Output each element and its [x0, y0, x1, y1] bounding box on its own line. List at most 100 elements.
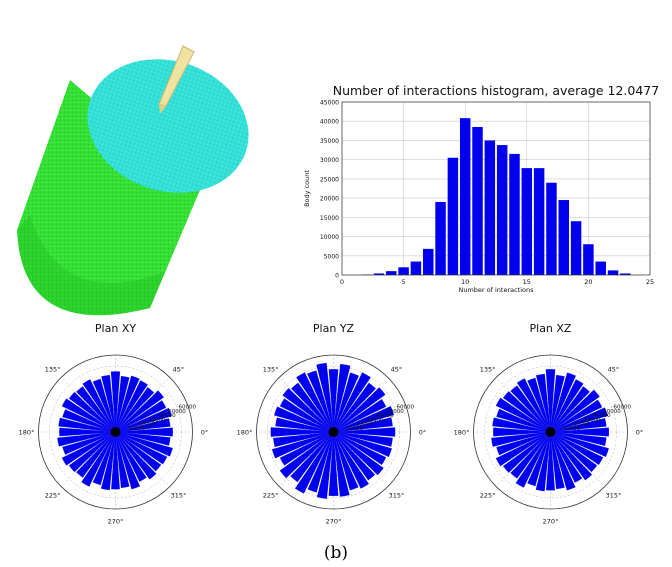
polar-bar [110, 371, 121, 433]
polar-bar [491, 431, 551, 447]
polar-bar [333, 431, 369, 489]
polar-bar [550, 431, 565, 490]
polar-bar [333, 431, 350, 497]
polar-bar [550, 431, 598, 473]
polar-radial-label: 10000 [563, 426, 581, 432]
polar-spoke [550, 377, 606, 433]
polar-angle-label: 225° [480, 491, 496, 499]
polar-bar [294, 431, 334, 494]
polar-bar [496, 408, 551, 433]
polar-bar [115, 387, 155, 433]
polar-title-yz: Plan YZ [313, 322, 355, 335]
polar-radial-label: 40000 [593, 413, 611, 419]
polar-bar [81, 431, 116, 487]
polar-bar [550, 386, 590, 433]
polar-angle-label: 180° [19, 429, 35, 437]
polar-bar [275, 417, 334, 433]
polar-angle-label: 270° [326, 518, 342, 526]
polar-chart-xz: Plan XZ 0° 45° 135° 180° 225° 270° 315° 10000200… [454, 322, 644, 526]
polar-bar [59, 427, 116, 437]
polar-bar [527, 377, 551, 433]
polar-bar [535, 431, 551, 492]
polar-bar [316, 362, 334, 433]
polar-bar [115, 431, 171, 446]
polar-bar [333, 431, 392, 457]
y-tick-label: 25000 [320, 176, 339, 183]
polar-bar [503, 431, 551, 473]
histogram-bar [484, 140, 496, 275]
polar-bar [333, 387, 386, 433]
polar-bar [333, 372, 359, 433]
polar-angle-label: 135° [263, 366, 279, 374]
polar-bar [493, 427, 551, 437]
polar-spoke [495, 377, 551, 433]
polar-frame [473, 354, 628, 510]
x-tick-label: 5 [402, 278, 406, 286]
polar-bar [496, 431, 551, 456]
polar-bar [550, 379, 584, 433]
polar-bar [111, 431, 120, 490]
histogram-bar [496, 145, 508, 275]
polar-bar [333, 431, 393, 447]
histogram-bar [459, 118, 471, 275]
polar-bar [546, 431, 555, 491]
polar-radial-label: 40000 [376, 413, 394, 419]
polar-radial-label: 50000 [603, 409, 621, 415]
polar-bar [282, 388, 334, 433]
y-tick-label: 45000 [320, 100, 339, 107]
polar-bar [550, 372, 576, 433]
polar-bar [516, 378, 551, 433]
x-tick-label: 15 [523, 278, 531, 286]
polar-radial-label: 10000 [346, 426, 364, 432]
polar-bar [550, 389, 600, 433]
polar-spoke [278, 431, 334, 487]
polar-bar [115, 431, 168, 465]
cylinder-illustration [17, 45, 249, 316]
polar-radial-label: 10000 [128, 426, 146, 432]
polar-spoke [333, 431, 389, 487]
polar-radial-label: 30000 [148, 417, 166, 423]
polar-bar [550, 431, 593, 481]
polar-bar [503, 391, 551, 433]
polar-bar [115, 400, 167, 433]
polar-bar [333, 363, 351, 433]
y-tick-label: 30000 [320, 157, 339, 164]
polar-bar [115, 418, 171, 433]
polar-bar [279, 431, 334, 466]
polar-bar [115, 431, 130, 488]
polar-bar [510, 385, 551, 433]
polar-angle-label: 225° [45, 491, 61, 499]
tool-probe [158, 45, 195, 114]
polar-angle-label: 0° [636, 429, 643, 437]
polar-radial-label: 50000 [386, 409, 404, 415]
polar-bar [550, 374, 565, 433]
polar-spoke [333, 377, 389, 433]
polar-center [328, 427, 339, 437]
polar-bar [61, 398, 116, 433]
x-tick-label: 20 [584, 278, 592, 286]
polar-spoke [495, 431, 551, 487]
polar-bar [101, 431, 116, 491]
polar-bar [333, 431, 359, 491]
polar-bar [92, 378, 116, 433]
histogram-bar [595, 261, 606, 275]
x-tick-label: 25 [646, 278, 654, 286]
polar-bar [333, 431, 384, 476]
histogram-chart: Number of interactions histogram, averag… [303, 83, 659, 294]
polar-radial-label: 30000 [583, 417, 601, 423]
polar-spoke [115, 377, 171, 433]
polar-spoke [60, 377, 116, 433]
y-tick-label: 35000 [320, 138, 339, 145]
polar-center [110, 427, 121, 437]
polar-angle-label: 135° [45, 366, 61, 374]
polar-angle-label: 270° [108, 518, 124, 526]
polar-bar [550, 431, 576, 491]
polar-bar [115, 431, 141, 490]
histogram-bar [410, 261, 422, 275]
polar-bar [68, 391, 116, 433]
polar-bar [115, 375, 140, 433]
polar-bar [333, 427, 396, 437]
polar-bar [115, 380, 148, 433]
y-tick-label: 5000 [324, 253, 339, 260]
polar-angle-label: 315° [171, 491, 187, 499]
